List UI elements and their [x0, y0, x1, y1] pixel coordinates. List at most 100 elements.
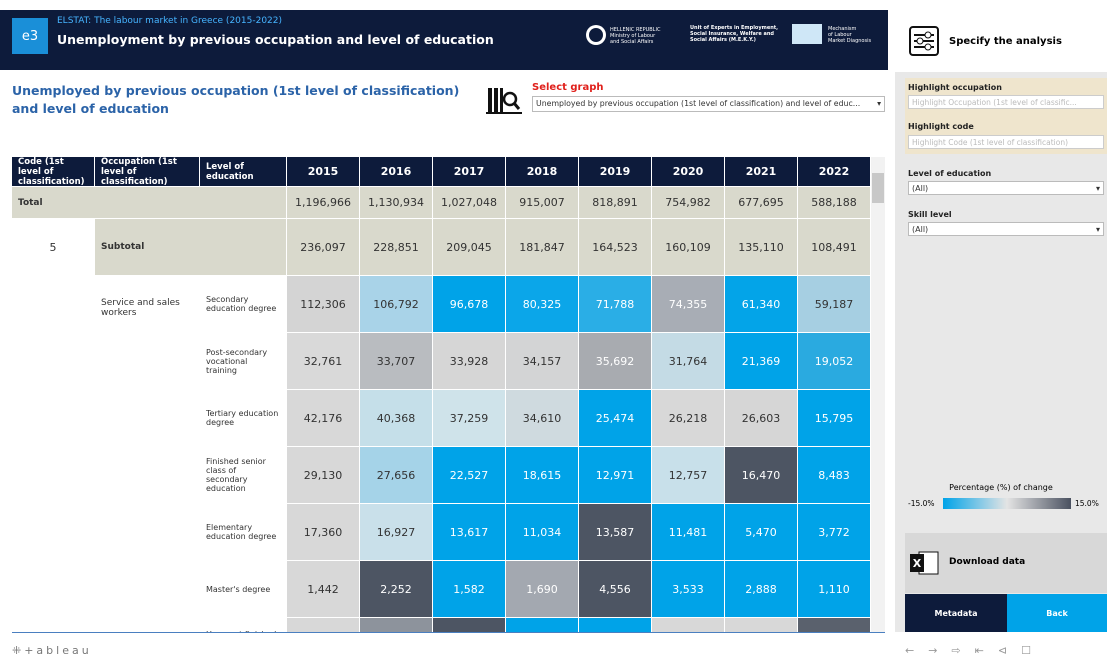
total-value: 1,027,048: [433, 187, 506, 219]
legend-bar: [943, 498, 1071, 509]
subtotal-value: 181,847: [506, 219, 579, 276]
logo-box: [792, 24, 822, 44]
subtotal-value: 108,491: [798, 219, 871, 276]
heat-cell: 71,788: [579, 276, 652, 333]
subtotal-label: Subtotal: [95, 219, 287, 276]
heat-cell: 106,792: [360, 276, 433, 333]
subtotal-value: 209,045: [433, 219, 506, 276]
heat-cell: [287, 618, 360, 632]
heat-cell: 74,355: [652, 276, 725, 333]
column-header: 2017: [433, 157, 506, 187]
education-level: Have not finished: [200, 618, 287, 632]
heat-cell: 61,340: [725, 276, 798, 333]
heat-cell: 34,157: [506, 333, 579, 390]
heat-cell: 32,761: [287, 333, 360, 390]
metadata-button[interactable]: Metadata: [905, 594, 1007, 632]
select-graph-label: Select graph: [532, 82, 604, 93]
subtotal-value: 160,109: [652, 219, 725, 276]
heat-cell: 42,176: [287, 390, 360, 447]
heat-cell: 16,927: [360, 504, 433, 561]
legend-min: -15.0%: [908, 499, 935, 508]
scrollbar[interactable]: [871, 157, 885, 632]
label: Level of education: [908, 169, 992, 178]
highlight-occupation-input[interactable]: Highlight Occupation (1st level of class…: [908, 95, 1104, 109]
total-value: 677,695: [725, 187, 798, 219]
total-value: 818,891: [579, 187, 652, 219]
heat-cell: 33,707: [360, 333, 433, 390]
heat-cell: 19,052: [798, 333, 871, 390]
download-button[interactable]: X Download data: [905, 533, 1107, 593]
column-header: Occupation (1st level of classification): [95, 157, 200, 187]
arrow: ▾: [1095, 225, 1100, 234]
logo-text: Social Insurance, Welfare and: [690, 31, 774, 37]
heat-cell: 37,259: [433, 390, 506, 447]
table: Code (1st level of classification) Occupa…: [12, 157, 872, 632]
column-header: Level of education: [200, 157, 287, 187]
education-level: Elementary education degree: [200, 504, 287, 561]
heat-cell: [652, 618, 725, 632]
heat-cell: 13,617: [433, 504, 506, 561]
heat-cell: 1,442: [287, 561, 360, 618]
total-value: 754,982: [652, 187, 725, 219]
heat-cell: 96,678: [433, 276, 506, 333]
heat-cell: 12,757: [652, 447, 725, 504]
toolbar[interactable]: ←→⇨⇤⊲☐: [905, 644, 1045, 657]
education-level: Secondary education degree: [200, 276, 287, 333]
highlight-code-input[interactable]: Highlight Code (1st level of classificat…: [908, 135, 1104, 149]
header-title: Unemployment by previous occupation and …: [57, 32, 494, 47]
dropdown-value: (All): [912, 184, 929, 193]
column-header: 2022: [798, 157, 871, 187]
column-header: 2020: [652, 157, 725, 187]
logo-mechanism: Mechanism of Labour Market Diagnosis: [828, 26, 871, 44]
heat-cell: 3,533: [652, 561, 725, 618]
heat-cell: 1,110: [798, 561, 871, 618]
heat-cell: [360, 618, 433, 632]
logo-text: Mechanism: [828, 26, 857, 32]
heat-cell: 27,656: [360, 447, 433, 504]
dropdown-value: (All): [912, 225, 929, 234]
heat-cell: [433, 618, 506, 632]
level-dropdown[interactable]: (All) ▾: [908, 181, 1104, 195]
scroll-thumb[interactable]: [872, 173, 884, 203]
heat-cell: [798, 618, 871, 632]
column-header: 2019: [579, 157, 652, 187]
heat-cell: 11,034: [506, 504, 579, 561]
heat-cell: [725, 618, 798, 632]
source-text: ELSTAT: The labour market in Greece (201…: [57, 16, 283, 26]
heat-cell: 18,615: [506, 447, 579, 504]
heat-cell: 4,556: [579, 561, 652, 618]
select-graph-dropdown[interactable]: Unemployed by previous occupation (1st l…: [532, 96, 885, 112]
excel-icon: X: [910, 551, 939, 575]
logo-text: Market Diagnosis: [828, 38, 872, 44]
heat-cell: [506, 618, 579, 632]
heat-cell: 12,971: [579, 447, 652, 504]
header: e3 ELSTAT: The labour market in Greece (…: [0, 10, 888, 70]
heat-cell: [579, 618, 652, 632]
dropdown-value: Unemployed by previous occupation (1st l…: [536, 99, 861, 108]
heat-cell: 26,603: [725, 390, 798, 447]
heat-cell: 25,474: [579, 390, 652, 447]
heat-cell: 29,130: [287, 447, 360, 504]
skill-dropdown[interactable]: (All) ▾: [908, 222, 1104, 236]
heat-cell: 33,928: [433, 333, 506, 390]
arrow: ▾: [877, 99, 881, 108]
heading: Unemployed by previous occupation (1st l…: [12, 83, 460, 116]
side-title: Specify the analysis: [949, 36, 1062, 47]
heat-cell: 1,690: [506, 561, 579, 618]
back-button[interactable]: Back: [1007, 594, 1107, 632]
heat-cell: 2,252: [360, 561, 433, 618]
column-header: Code (1st level of classification): [12, 157, 95, 187]
subtotal-value: 135,110: [725, 219, 798, 276]
heat-cell: 34,610: [506, 390, 579, 447]
legend-max: 15.0%: [1075, 499, 1099, 508]
arrow: ▾: [1095, 184, 1100, 193]
heat-cell: 17,360: [287, 504, 360, 561]
heat-cell: 8,483: [798, 447, 871, 504]
graph-icon: [486, 88, 522, 114]
download-text: Download data: [949, 557, 1026, 567]
heat-cell: 5,470: [725, 504, 798, 561]
tableau-logo: ⁜+ableau: [12, 644, 92, 657]
heat-cell: 1,582: [433, 561, 506, 618]
column-header: 2018: [506, 157, 579, 187]
